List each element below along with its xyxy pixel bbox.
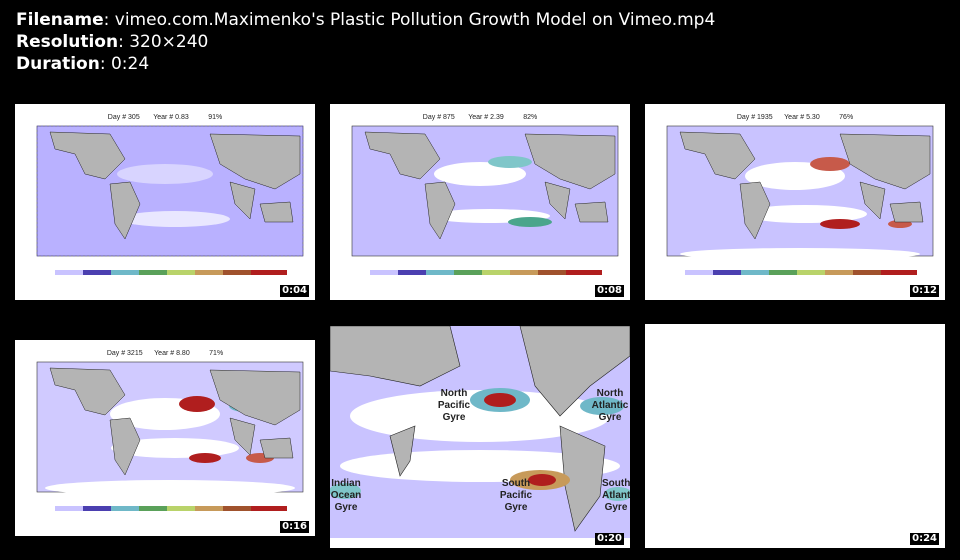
thumbnail-frame-6[interactable]: 0:24 bbox=[645, 324, 945, 548]
resolution-value: 320×240 bbox=[129, 32, 209, 52]
gyre-label: North Atlantic Gyre bbox=[591, 388, 629, 423]
frame-header: Day # 1935 Year # 5.30 76% bbox=[736, 114, 854, 121]
gyre-label: South Pacific Gyre bbox=[499, 478, 533, 513]
file-metadata: Filename: vimeo.com.Maximenko's Plastic … bbox=[16, 9, 715, 75]
frame-timestamp: 0:16 bbox=[280, 521, 309, 533]
frame-timestamp: 0:20 bbox=[595, 533, 624, 545]
frame-header: Day # 3215 Year # 8.80 71% bbox=[106, 350, 224, 357]
frame-timestamp: 0:08 bbox=[595, 285, 624, 297]
ocean-map-plot bbox=[666, 125, 934, 275]
thumbnail-frame-1[interactable]: Day # 305 Year # 0.83 91% 0:04 bbox=[15, 104, 315, 300]
duration-row: Duration: 0:24 bbox=[16, 54, 150, 74]
resolution-row: Resolution: 320×240 bbox=[16, 32, 209, 52]
frame-timestamp: 0:24 bbox=[910, 533, 939, 545]
ocean-map-plot bbox=[36, 125, 304, 275]
frame-timestamp: 0:04 bbox=[280, 285, 309, 297]
gyre-map bbox=[330, 326, 630, 548]
thumbnail-frame-4[interactable]: Day # 3215 Year # 8.80 71% 0:16 bbox=[15, 340, 315, 536]
duration-value: 0:24 bbox=[110, 54, 150, 74]
frame-header: Day # 875 Year # 2.39 82% bbox=[422, 114, 538, 121]
thumbnail-frame-5[interactable]: North Pacific Gyre North Atlantic Gyre I… bbox=[330, 326, 630, 548]
gyre-label: North Pacific Gyre bbox=[437, 388, 471, 423]
filename-value: vimeo.com.Maximenko's Plastic Pollution … bbox=[114, 10, 716, 30]
thumbnail-frame-2[interactable]: Day # 875 Year # 2.39 82% 0:08 bbox=[330, 104, 630, 300]
gyre-label: Indian Ocean Gyre bbox=[330, 478, 362, 513]
ocean-map-plot bbox=[351, 125, 619, 275]
ocean-map-plot bbox=[36, 361, 304, 511]
filename-row: Filename: vimeo.com.Maximenko's Plastic … bbox=[16, 10, 716, 30]
frame-timestamp: 0:12 bbox=[910, 285, 939, 297]
gyre-label: South Atlantic Gyre bbox=[602, 478, 630, 513]
frame-header: Day # 305 Year # 0.83 91% bbox=[107, 114, 223, 121]
thumbnail-frame-3[interactable]: Day # 1935 Year # 5.30 76% 0:12 bbox=[645, 104, 945, 300]
